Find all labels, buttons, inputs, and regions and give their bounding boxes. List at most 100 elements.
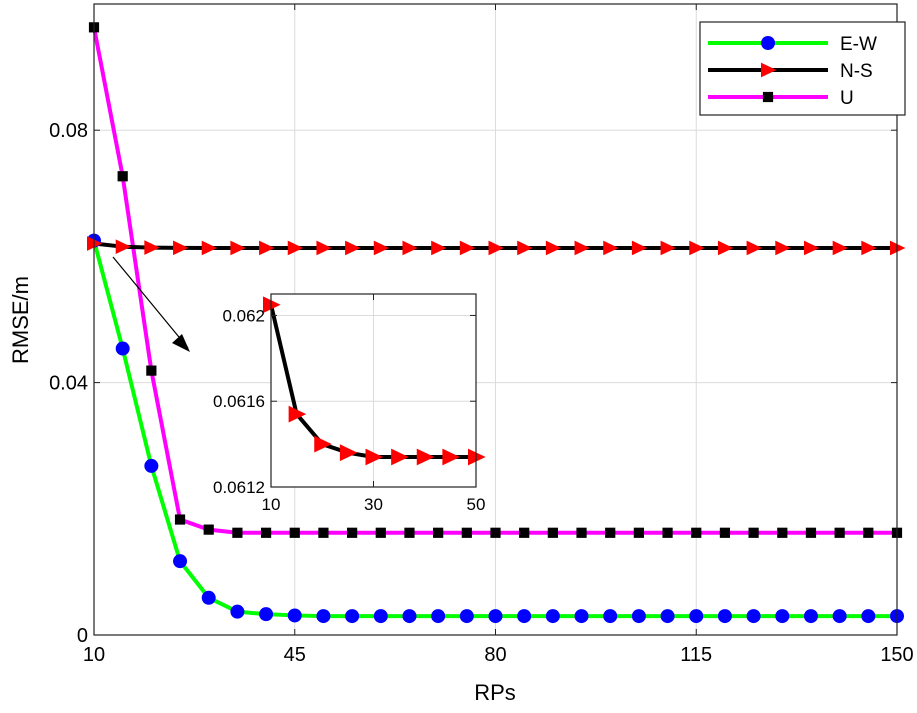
data-point-U (260, 527, 272, 538)
inset-axes: 10 30 50 0.0612 0.0616 0.062 (213, 293, 486, 514)
x-tick-label: 115 (680, 644, 712, 666)
data-point-U (547, 527, 558, 538)
data-point-E-W (201, 590, 216, 605)
data-point-U (289, 527, 300, 538)
data-point-U (777, 527, 788, 538)
inset-x-tick-label: 50 (467, 495, 486, 514)
data-point-N-S (230, 240, 246, 256)
inset-y-tick-label: 0.062 (222, 306, 265, 325)
data-point-N-S (775, 240, 791, 256)
data-point-N-S (402, 240, 418, 256)
data-point-U (232, 527, 243, 538)
data-point-N-S (832, 240, 849, 256)
data-point-N-S (660, 240, 676, 256)
data-point-U (605, 527, 616, 538)
inset-axes-box (270, 293, 477, 488)
x-tick-label: 10 (83, 644, 105, 666)
data-point-U (719, 527, 731, 538)
data-point-E-W (345, 609, 360, 624)
inset-data-point (391, 448, 409, 466)
data-point-U (863, 527, 874, 538)
data-point-E-W (574, 609, 589, 624)
data-point-U (347, 527, 358, 538)
legend-marker-U (762, 91, 774, 103)
data-point-N-S (545, 240, 562, 256)
data-point-E-W (803, 609, 818, 624)
data-point-N-S (574, 240, 590, 256)
data-point-U (318, 527, 329, 538)
data-point-E-W (717, 609, 732, 624)
data-point-N-S (115, 239, 132, 255)
data-point-U (633, 527, 644, 538)
data-point-N-S (603, 240, 619, 256)
data-point-E-W (545, 609, 560, 624)
legend-marker-E-W (761, 36, 775, 50)
data-point-E-W (746, 609, 761, 624)
data-point-N-S (87, 236, 103, 251)
data-point-U (748, 527, 759, 538)
data-point-N-S (144, 240, 160, 255)
data-point-E-W (230, 604, 245, 619)
data-point-N-S (287, 240, 304, 256)
data-point-U (461, 527, 472, 538)
inset-x-tick-label: 30 (364, 495, 383, 514)
data-point-U (375, 527, 386, 538)
inset-series (263, 296, 486, 466)
data-point-U (834, 527, 845, 538)
inset-data-point (288, 405, 307, 423)
data-point-N-S (459, 240, 476, 256)
zoom-arrow (112, 256, 189, 349)
data-point-N-S (890, 240, 906, 256)
y-tick-label: 0.04 (49, 373, 88, 395)
legend-marker-N-S (761, 62, 777, 78)
x-tick-label: 80 (484, 644, 506, 666)
data-point-U (404, 527, 415, 538)
legend-label: U (840, 88, 854, 109)
y-axis-label: RMSE/m (8, 276, 33, 364)
data-point-N-S (746, 240, 763, 256)
zoom-arrow-head (172, 334, 190, 352)
data-point-U (662, 527, 673, 538)
data-point-E-W (115, 341, 130, 356)
inset-data-point (339, 444, 358, 462)
inset-data-point (263, 296, 281, 314)
data-point-N-S (345, 240, 361, 256)
data-point-N-S (717, 240, 734, 256)
y-tick-label: 0 (77, 625, 88, 647)
data-point-E-W (488, 609, 503, 624)
data-point-N-S (861, 240, 877, 256)
data-point-U (146, 365, 157, 376)
data-point-E-W (660, 609, 675, 624)
data-point-N-S (431, 240, 447, 256)
data-point-N-S (259, 240, 275, 256)
inset-y-tick-label: 0.0612 (213, 478, 265, 497)
data-point-E-W (316, 609, 331, 624)
data-point-U (174, 514, 186, 525)
data-point-E-W (259, 607, 274, 622)
data-point-E-W (689, 609, 704, 624)
data-point-N-S (631, 240, 648, 256)
x-tick-label: 150 (880, 644, 913, 666)
inset-data-point (314, 435, 332, 453)
inset-data-point (442, 448, 460, 466)
data-point-E-W (861, 609, 876, 624)
inset-data-point (468, 448, 486, 466)
data-point-N-S (689, 240, 705, 256)
data-point-N-S (803, 240, 820, 256)
data-point-E-W (459, 609, 474, 624)
data-point-E-W (173, 554, 188, 569)
data-point-N-S (201, 240, 218, 256)
data-point-E-W (287, 608, 302, 623)
data-point-E-W (402, 609, 417, 624)
y-tick-label: 0.08 (49, 120, 88, 142)
data-point-E-W (144, 458, 159, 473)
data-point-E-W (517, 609, 532, 624)
data-point-E-W (431, 609, 446, 624)
data-point-N-S (488, 240, 504, 256)
data-point-N-S (173, 240, 189, 256)
axes-box (93, 3, 898, 636)
data-point-E-W (631, 609, 646, 624)
legend-label: N-S (840, 61, 873, 82)
data-point-E-W (373, 609, 388, 624)
